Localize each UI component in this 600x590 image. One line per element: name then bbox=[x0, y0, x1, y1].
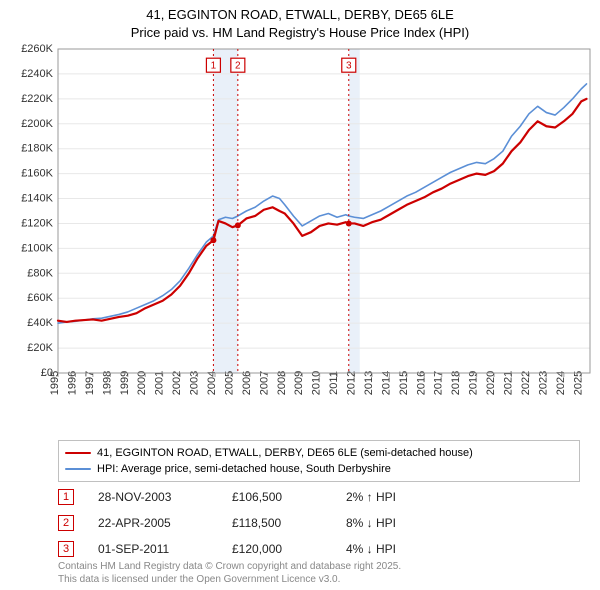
transaction-hpi-delta: 8% ↓ HPI bbox=[346, 516, 466, 530]
y-tick-label: £120K bbox=[21, 218, 53, 230]
x-tick-label: 2012 bbox=[346, 371, 358, 395]
x-tick-label: 2007 bbox=[258, 371, 270, 395]
legend-row: HPI: Average price, semi-detached house,… bbox=[65, 461, 573, 477]
x-tick-label: 2021 bbox=[503, 371, 515, 395]
x-tick-label: 1995 bbox=[49, 371, 61, 395]
x-tick-label: 1997 bbox=[84, 371, 96, 395]
marker-number: 2 bbox=[235, 61, 241, 72]
x-tick-label: 2022 bbox=[520, 371, 532, 395]
chart-area: £0£20K£40K£60K£80K£100K£120K£140K£160K£1… bbox=[0, 43, 600, 438]
transaction-price: £106,500 bbox=[232, 490, 322, 504]
transaction-marker-box: 1 bbox=[58, 489, 74, 505]
transaction-row: 3 01-SEP-2011 £120,000 4% ↓ HPI bbox=[58, 536, 580, 562]
y-tick-label: £60K bbox=[27, 292, 53, 304]
y-tick-label: £160K bbox=[21, 168, 53, 180]
y-tick-label: £100K bbox=[21, 242, 53, 254]
x-tick-label: 2025 bbox=[572, 371, 584, 395]
x-tick-label: 2023 bbox=[537, 371, 549, 395]
marker-number: 3 bbox=[346, 61, 352, 72]
transaction-marker-box: 2 bbox=[58, 515, 74, 531]
x-tick-label: 2020 bbox=[485, 371, 497, 395]
transaction-hpi-delta: 4% ↓ HPI bbox=[346, 542, 466, 556]
y-tick-label: £80K bbox=[27, 267, 53, 279]
x-tick-label: 2011 bbox=[328, 371, 340, 395]
series-hpi bbox=[58, 84, 587, 323]
x-tick-label: 2002 bbox=[171, 371, 183, 395]
footer-line-1: Contains HM Land Registry data © Crown c… bbox=[58, 560, 580, 573]
transaction-price: £118,500 bbox=[232, 516, 322, 530]
x-tick-label: 2018 bbox=[450, 371, 462, 395]
x-tick-label: 2013 bbox=[363, 371, 375, 395]
x-tick-label: 2016 bbox=[415, 371, 427, 395]
x-tick-label: 2014 bbox=[380, 371, 392, 395]
x-tick-label: 2017 bbox=[433, 371, 445, 395]
x-tick-label: 2004 bbox=[206, 371, 218, 395]
y-tick-label: £140K bbox=[21, 193, 53, 205]
legend-label: 41, EGGINTON ROAD, ETWALL, DERBY, DE65 6… bbox=[97, 447, 473, 459]
x-tick-label: 2001 bbox=[154, 371, 166, 395]
legend-swatch bbox=[65, 452, 91, 455]
marker-number: 1 bbox=[211, 61, 217, 72]
marker-point bbox=[346, 221, 352, 227]
transaction-row: 2 22-APR-2005 £118,500 8% ↓ HPI bbox=[58, 510, 580, 536]
transaction-row: 1 28-NOV-2003 £106,500 2% ↑ HPI bbox=[58, 484, 580, 510]
legend-row: 41, EGGINTON ROAD, ETWALL, DERBY, DE65 6… bbox=[65, 445, 573, 461]
title-line-2: Price paid vs. HM Land Registry's House … bbox=[0, 24, 600, 42]
x-tick-label: 2006 bbox=[241, 371, 253, 395]
footer-attribution: Contains HM Land Registry data © Crown c… bbox=[58, 560, 580, 586]
x-tick-label: 2010 bbox=[311, 371, 323, 395]
x-tick-label: 2024 bbox=[555, 371, 567, 395]
y-tick-label: £180K bbox=[21, 143, 53, 155]
marker-point bbox=[210, 237, 216, 243]
axes-frame bbox=[58, 49, 590, 373]
x-tick-label: 2015 bbox=[398, 371, 410, 395]
x-tick-label: 2009 bbox=[293, 371, 305, 395]
shaded-band bbox=[349, 49, 360, 373]
title-line-1: 41, EGGINTON ROAD, ETWALL, DERBY, DE65 6… bbox=[0, 6, 600, 24]
transaction-marker-box: 3 bbox=[58, 541, 74, 557]
transaction-date: 01-SEP-2011 bbox=[98, 542, 208, 556]
transaction-date: 22-APR-2005 bbox=[98, 516, 208, 530]
y-tick-label: £200K bbox=[21, 118, 53, 130]
legend-swatch bbox=[65, 468, 91, 470]
x-tick-label: 2003 bbox=[189, 371, 201, 395]
transactions-table: 1 28-NOV-2003 £106,500 2% ↑ HPI 2 22-APR-2005… bbox=[58, 484, 580, 562]
y-tick-label: £40K bbox=[27, 317, 53, 329]
transaction-date: 28-NOV-2003 bbox=[98, 490, 208, 504]
x-tick-label: 2005 bbox=[223, 371, 235, 395]
x-tick-label: 1998 bbox=[101, 371, 113, 395]
y-tick-label: £240K bbox=[21, 68, 53, 80]
x-tick-label: 1999 bbox=[119, 371, 131, 395]
y-tick-label: £20K bbox=[27, 342, 53, 354]
transaction-hpi-delta: 2% ↑ HPI bbox=[346, 490, 466, 504]
y-tick-label: £260K bbox=[21, 43, 53, 55]
x-tick-label: 1996 bbox=[66, 371, 78, 395]
series-property bbox=[58, 99, 587, 322]
legend: 41, EGGINTON ROAD, ETWALL, DERBY, DE65 6… bbox=[58, 440, 580, 482]
transaction-price: £120,000 bbox=[232, 542, 322, 556]
chart-title-block: 41, EGGINTON ROAD, ETWALL, DERBY, DE65 6… bbox=[0, 0, 600, 43]
footer-line-2: This data is licensed under the Open Gov… bbox=[58, 573, 580, 586]
x-tick-label: 2000 bbox=[136, 371, 148, 395]
legend-label: HPI: Average price, semi-detached house,… bbox=[97, 463, 391, 475]
x-tick-label: 2019 bbox=[468, 371, 480, 395]
y-tick-label: £220K bbox=[21, 93, 53, 105]
marker-point bbox=[235, 222, 241, 228]
shaded-band bbox=[213, 49, 237, 373]
line-chart-svg: £0£20K£40K£60K£80K£100K£120K£140K£160K£1… bbox=[0, 43, 600, 438]
page-container: 41, EGGINTON ROAD, ETWALL, DERBY, DE65 6… bbox=[0, 0, 600, 590]
x-tick-label: 2008 bbox=[276, 371, 288, 395]
